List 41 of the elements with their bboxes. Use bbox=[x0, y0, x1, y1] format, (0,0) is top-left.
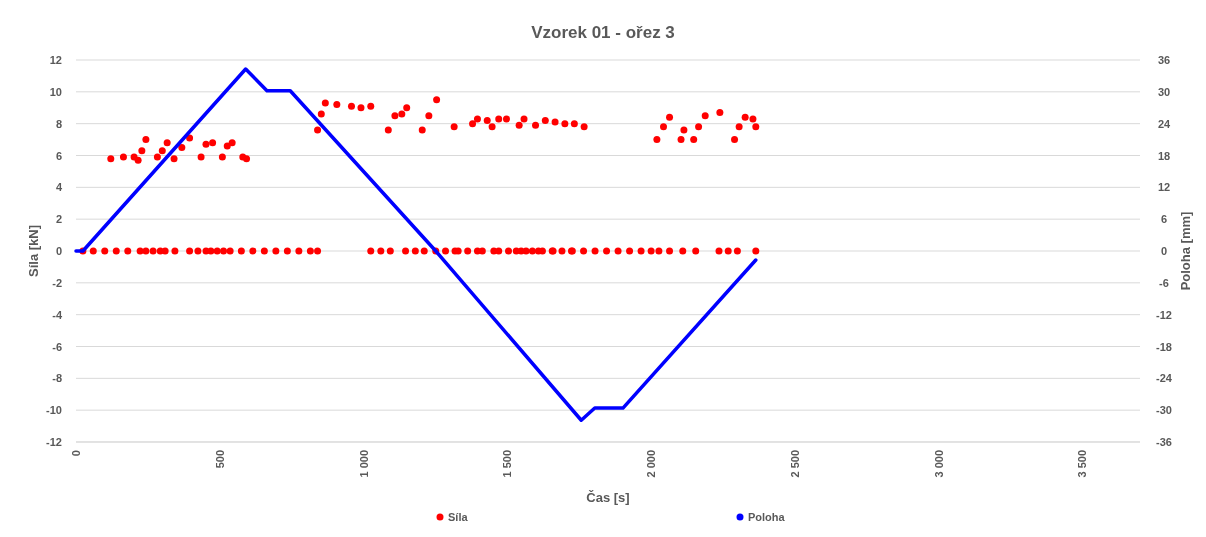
x-axis-title: Čas [s] bbox=[586, 490, 630, 505]
y-tick-label: -6 bbox=[52, 340, 62, 353]
y2-tick-label: 12 bbox=[1157, 181, 1171, 194]
chart-title: Vzorek 01 - ořez 3 bbox=[531, 23, 675, 42]
line-series bbox=[74, 67, 758, 422]
y2-tick-label: 6 bbox=[1160, 213, 1168, 226]
y-tick-label: -4 bbox=[52, 308, 63, 321]
legend-label: Síla bbox=[448, 511, 469, 523]
y-tick-label: 10 bbox=[49, 85, 62, 98]
y2-tick-label: -24 bbox=[1156, 372, 1173, 385]
y-axis-title: Síla [kN] bbox=[26, 224, 41, 278]
x-tick-label: 1 000 bbox=[357, 450, 370, 478]
y2-tick-label: -18 bbox=[1156, 340, 1172, 353]
y-tick-label: -8 bbox=[52, 372, 62, 385]
y2-axis-title: Poloha [mm] bbox=[1178, 211, 1193, 291]
y2-tick-label: -36 bbox=[1156, 436, 1172, 448]
x-tick-label: 500 bbox=[213, 450, 226, 469]
y-tick-label: 8 bbox=[55, 117, 62, 130]
y2-tick-label: 30 bbox=[1157, 85, 1171, 98]
y-tick-label: 0 bbox=[55, 245, 62, 257]
x-tick-label: 2 000 bbox=[645, 450, 658, 478]
x-tick-label: 2 500 bbox=[788, 450, 801, 478]
legend-label: Poloha bbox=[748, 511, 786, 523]
y2-tick-label: 18 bbox=[1157, 149, 1171, 162]
y-tick-label: -2 bbox=[52, 276, 62, 289]
x-tick-label: 3 500 bbox=[1076, 450, 1089, 478]
y2-tick-label: 0 bbox=[1160, 245, 1168, 257]
y2-tick-label: -6 bbox=[1159, 276, 1169, 289]
y-tick-label: 6 bbox=[55, 149, 62, 162]
x-tick-label: 0 bbox=[70, 450, 82, 457]
y-tick-label: -12 bbox=[46, 436, 62, 448]
y-tick-label: -10 bbox=[46, 404, 62, 417]
x-tick-label: 1 500 bbox=[501, 450, 514, 478]
x-tick-label: 3 000 bbox=[932, 450, 945, 478]
y2-tick-label: 36 bbox=[1157, 54, 1171, 66]
y-tick-label: 2 bbox=[55, 213, 62, 226]
y2-tick-label: -30 bbox=[1156, 404, 1172, 417]
y2-tick-label: -12 bbox=[1156, 308, 1172, 321]
y-tick-label: 4 bbox=[55, 181, 63, 194]
y2-tick-label: 24 bbox=[1157, 117, 1171, 130]
y-tick-label: 12 bbox=[49, 54, 62, 66]
